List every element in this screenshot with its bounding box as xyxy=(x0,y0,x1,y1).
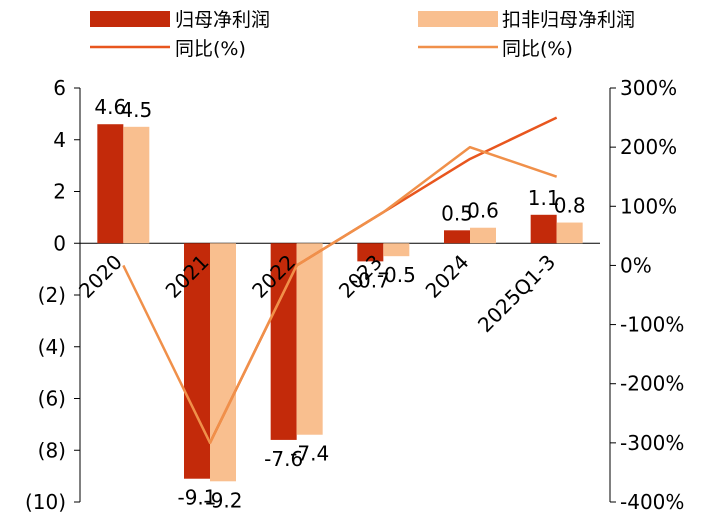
bar-net-profit xyxy=(184,243,210,479)
category-label: 2024 xyxy=(421,250,474,303)
bar-deducted-net-profit xyxy=(470,227,496,244)
legend-label-deducted-net-profit: 扣非归母净利润 xyxy=(502,9,635,31)
left-tick-label: (6) xyxy=(38,387,66,411)
right-tick-label: -200% xyxy=(620,372,684,396)
right-tick-label: -100% xyxy=(620,313,684,337)
category-label: 2020 xyxy=(74,250,127,303)
left-tick-label: (8) xyxy=(38,438,66,462)
axes: 6 4 2 0 (2) (4) (6) (8) (10) 300% 200% 100% 0% -100% -… xyxy=(25,76,684,514)
left-tick-label: 2 xyxy=(53,180,66,204)
bar-deducted-net-profit xyxy=(296,243,323,435)
data-label-deducted-net-profit: -9.2 xyxy=(203,488,242,512)
right-tick-label: -300% xyxy=(620,431,684,455)
line-yoy-deducted xyxy=(122,145,558,445)
bar-net-profit xyxy=(444,230,470,244)
right-tick-label: 100% xyxy=(620,194,677,218)
lines xyxy=(122,116,558,445)
data-label-deducted-net-profit: -0.5 xyxy=(377,263,416,287)
legend: 归母净利润 扣非归母净利润 同比(%) 同比(%) xyxy=(90,9,635,60)
right-tick-label: 0% xyxy=(620,253,652,277)
right-tick-label: 300% xyxy=(620,76,677,100)
category-label: 2025Q1-3 xyxy=(473,250,560,337)
bar-net-profit xyxy=(530,214,557,244)
data-label-net-profit: 1.1 xyxy=(528,186,560,210)
left-tick-label: (4) xyxy=(38,335,66,359)
data-label-deducted-net-profit: 4.5 xyxy=(120,98,152,122)
legend-label-net-profit: 归母净利润 xyxy=(175,9,270,31)
data-label-net-profit: 0.5 xyxy=(441,201,473,225)
data-label-deducted-net-profit: -7.4 xyxy=(290,442,329,466)
left-tick-label: (2) xyxy=(38,283,66,307)
data-label-net-profit: -0.7 xyxy=(351,268,390,292)
left-tick-label: 6 xyxy=(53,76,66,100)
bars xyxy=(97,124,583,482)
bar-net-profit xyxy=(357,243,384,262)
bar-deducted-net-profit xyxy=(123,126,150,244)
legend-label-yoy-net-profit: 同比(%) xyxy=(175,38,246,60)
right-tick-label: 200% xyxy=(620,135,677,159)
data-label-deducted-net-profit: 0.8 xyxy=(554,194,586,218)
legend-label-yoy-deducted: 同比(%) xyxy=(502,38,573,60)
bar-net-profit xyxy=(97,124,124,244)
bar-deducted-net-profit xyxy=(383,243,410,257)
data-label-net-profit: 4.6 xyxy=(94,95,126,119)
legend-swatch-net-profit xyxy=(90,11,170,27)
right-tick-label: -400% xyxy=(620,490,684,514)
bar-deducted-net-profit xyxy=(556,222,583,244)
left-tick-label: 4 xyxy=(53,128,66,152)
bar-deducted-net-profit xyxy=(210,243,236,482)
data-label-deducted-net-profit: 0.6 xyxy=(467,199,499,223)
data-label-net-profit: -7.6 xyxy=(264,447,303,471)
left-tick-label: (10) xyxy=(25,490,66,514)
data-label-net-profit: -9.1 xyxy=(177,486,216,510)
legend-swatch-deducted-net-profit xyxy=(418,11,498,27)
data-labels: 4.64.5 -9.1-9.2 -7.6-7.4 -0.7-0.5 0.50.6 1.10… xyxy=(94,95,585,512)
left-tick-label: 0 xyxy=(53,231,66,255)
